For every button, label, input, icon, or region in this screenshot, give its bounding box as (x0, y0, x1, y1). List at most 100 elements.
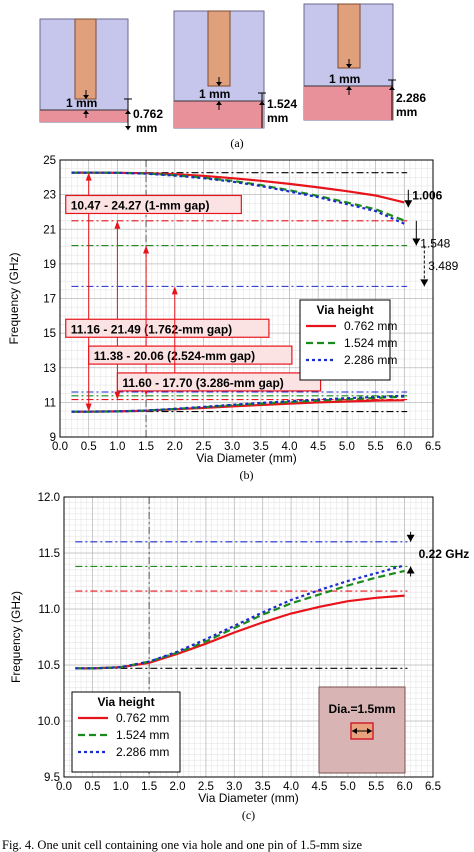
chart-b-reference-lines (71, 160, 408, 437)
difference-label-1: 1.548 (420, 237, 450, 251)
chart-c-y-axis-label: Frequency (GHz) (9, 591, 23, 683)
y-tick-label: 11.5 (38, 548, 60, 560)
legend-entry: 1.524 mm (344, 336, 397, 350)
x-tick-label: 5.0 (340, 781, 356, 793)
range-label-0: 10.47 - 24.27 (1-mm gap) (71, 198, 210, 212)
x-tick-label: 1.0 (109, 441, 125, 453)
height-unit-1: mm (136, 121, 157, 135)
x-tick-label: 3.0 (224, 441, 240, 453)
legend-entry: 0.762 mm (116, 711, 169, 725)
legend-title: Via height (316, 303, 373, 317)
height-value-1: 0.762 (133, 107, 163, 121)
legend-box (71, 691, 181, 773)
x-tick-label: 4.0 (283, 781, 299, 793)
difference-label-0: 0.22 GHz (419, 547, 470, 561)
chart-b-y-axis-label: Frequency (GHz) (7, 252, 21, 344)
y-tick-label: 11.0 (38, 604, 60, 616)
x-tick-label: 2.0 (170, 781, 186, 793)
chart-c-plot-frame (63, 496, 434, 778)
y-tick-label: 11 (44, 397, 56, 409)
y-tick-label: 13 (43, 363, 56, 375)
pin-3 (337, 3, 361, 69)
x-tick-label: 0.0 (52, 441, 68, 453)
x-tick-label: 0.5 (81, 441, 97, 453)
range-arrow-head-top-2 (143, 245, 150, 254)
y-tick-label: 15 (43, 328, 56, 340)
y-tick-label: 25 (43, 155, 56, 167)
gap-label-1: 1 mm (66, 96, 97, 110)
legend-entry: 2.286 mm (116, 745, 169, 759)
series-upper-line-1 (71, 171, 405, 222)
y-tick-label: 9.5 (44, 772, 60, 784)
height-value-3: 2.286 (396, 91, 426, 105)
inset-arrowhead-left (352, 728, 357, 734)
y-tick-label: 9 (50, 432, 56, 444)
chart-b-plot-frame (59, 159, 434, 438)
x-tick-label: 6.0 (396, 441, 412, 453)
chart-c-ticks: 0.0 0.5 1.0 1.5 2.0 2.5 3.0 3.5 4.0 4.5 5.0 5.5 6.0 6… (38, 492, 441, 793)
difference-label-0: 1.006 (412, 188, 442, 202)
series-upper-line-2 (71, 171, 405, 225)
x-tick-label: 2.0 (167, 441, 183, 453)
series-line-2 (75, 564, 405, 670)
chart-b-ticks: 0.0 0.5 1.0 1.5 2.0 2.5 3.0 3.5 4.0 4.5 5.0 5.5 6.0 6… (43, 155, 441, 453)
range-arrow-head-top-0 (85, 172, 92, 181)
inset-label: Dia.=1.5mm (328, 702, 395, 716)
x-tick-label: 5.5 (368, 441, 384, 453)
x-tick-label: 6.5 (425, 441, 441, 453)
series-lower-line-1 (71, 395, 405, 413)
chart-b-x-axis-label: Via Diameter (mm) (196, 451, 296, 465)
figure-caption: Fig. 4. One unit cell containing one via… (2, 838, 362, 852)
chart-c-x-axis-label: Via Diameter (mm) (198, 791, 298, 805)
difference-arrow-head-top-0 (406, 534, 415, 542)
chart-c-series (75, 564, 405, 670)
panel-b-label: (b) (240, 468, 254, 482)
legend-entry: 1.524 mm (116, 728, 169, 742)
y-tick-label: 10.0 (38, 716, 60, 728)
x-tick-label: 1.5 (141, 781, 157, 793)
difference-arrow-head-2 (420, 279, 429, 287)
series-line-1 (75, 569, 405, 670)
range-arrow-head-top-1 (114, 220, 121, 229)
height-unit-2: mm (267, 111, 288, 125)
panel-a-label: (a) (230, 136, 243, 150)
x-tick-label: 2.5 (195, 441, 211, 453)
x-tick-label: 0.5 (84, 781, 100, 793)
height-unit-3: mm (396, 105, 417, 119)
difference-arrow-head-0 (404, 200, 413, 208)
range-arrow-head-bottom-1 (114, 391, 121, 400)
pin-1 (74, 18, 97, 100)
range-arrow-head-bottom-0 (85, 403, 92, 412)
panel-c-label: (c) (242, 808, 255, 822)
difference-arrow-head-1 (412, 238, 421, 246)
chart-c: 0.22 GHz 0.0 0.5 1.0 1.5 2.0 2.5 3.0 3.5 4.0 4.5 5… (9, 492, 469, 822)
x-tick-label: 5.5 (368, 781, 384, 793)
chart-c-reference-lines (75, 497, 408, 777)
x-tick-label: 4.0 (282, 441, 298, 453)
range-label-box-1 (65, 318, 270, 338)
gap-label-3: 1 mm (329, 72, 360, 86)
chart-c-inset: Dia.=1.5mm (318, 686, 406, 774)
y-tick-label: 17 (43, 294, 56, 306)
chart-c-legend: Via height 0.762 mm 1.524 mm 2.286 mm (71, 691, 181, 773)
chart-b: 10.47 - 24.27 (1-mm gap) 11.16 - 21.49 (1… (7, 155, 459, 482)
range-label-box-2 (88, 345, 293, 365)
x-tick-label: 4.5 (310, 441, 326, 453)
x-tick-label: 6.5 (425, 781, 441, 793)
y-tick-label: 10.5 (38, 660, 60, 672)
chart-b-legend: Via height 0.762 mm 1.524 mm 2.286 mm (299, 299, 397, 381)
chart-b-series (71, 171, 405, 413)
x-tick-label: 1.5 (138, 441, 154, 453)
gap-arrowheads (83, 64, 395, 130)
x-tick-label: 3.5 (255, 781, 271, 793)
legend-title: Via height (97, 695, 154, 709)
inset-arrowhead-right (367, 728, 372, 734)
difference-arrow-head-bottom-0 (406, 566, 415, 574)
height-value-2: 1.524 (267, 97, 297, 111)
x-tick-label: 0.0 (56, 781, 72, 793)
y-tick-label: 19 (43, 259, 56, 271)
range-label-box-0 (65, 194, 242, 215)
y-tick-label: 12.0 (38, 492, 60, 504)
x-tick-label: 2.5 (198, 781, 214, 793)
